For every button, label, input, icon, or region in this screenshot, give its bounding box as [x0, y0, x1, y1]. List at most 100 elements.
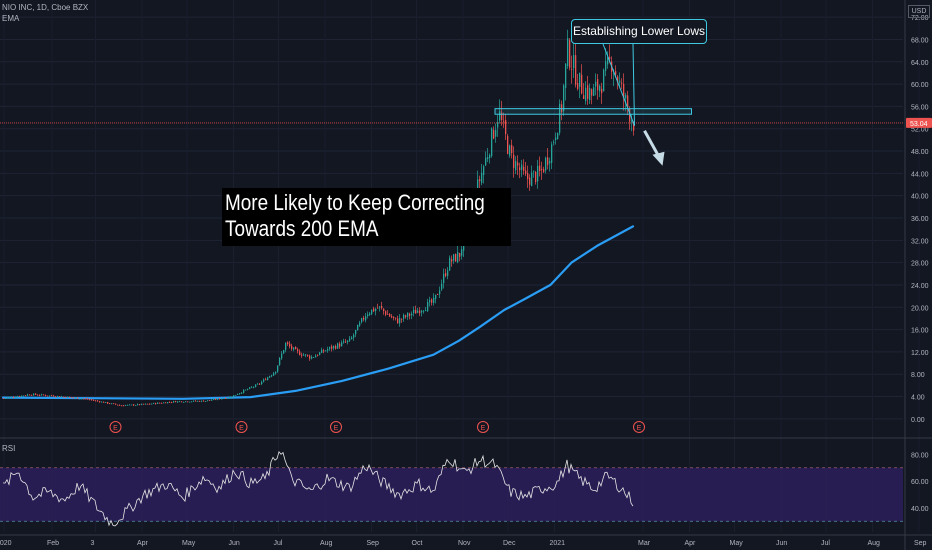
candle	[221, 398, 223, 400]
candle-body	[239, 393, 241, 395]
candle-body	[519, 167, 521, 171]
candle-body	[115, 403, 117, 405]
candle-body	[615, 71, 617, 75]
candle	[517, 155, 519, 176]
candle	[405, 314, 407, 319]
candle	[125, 404, 127, 407]
candle	[185, 401, 187, 403]
price-tick-label: 60.00	[911, 82, 929, 89]
candle	[433, 293, 435, 306]
indicator-label[interactable]: EMA	[2, 14, 20, 23]
candle	[539, 156, 541, 177]
candle-body	[535, 172, 537, 182]
candle	[543, 166, 545, 173]
candle-body	[623, 84, 625, 98]
candle	[283, 349, 285, 354]
candle	[297, 347, 299, 354]
candle-body	[169, 401, 171, 403]
candle-body	[423, 310, 425, 312]
candle-body	[413, 309, 415, 314]
candle-body	[219, 398, 221, 400]
rsi-label[interactable]: RSI	[2, 444, 16, 453]
callout-box[interactable]: Establishing Lower Lows	[571, 19, 707, 44]
candle-body	[359, 322, 361, 326]
candle	[333, 345, 335, 351]
symbol-title[interactable]: NIO INC, 1D, Cboe BZX	[2, 3, 89, 12]
candle	[123, 404, 125, 407]
candle-body	[205, 400, 207, 402]
candle-body	[163, 402, 165, 404]
rsi-tick-label: 40.00	[911, 506, 929, 513]
annotation-line-1: More Likely to Keep Correcting	[225, 190, 485, 215]
candle	[505, 114, 507, 140]
candle	[101, 401, 103, 403]
candle	[349, 335, 351, 342]
earnings-marker-letter: E	[239, 425, 244, 432]
candle-body	[305, 354, 307, 356]
candle-body	[209, 400, 211, 402]
candle	[445, 268, 447, 278]
candle	[549, 157, 551, 172]
candle-body	[443, 273, 445, 284]
candle	[343, 338, 345, 344]
candle	[373, 306, 375, 313]
candle-body	[553, 141, 555, 143]
candle	[503, 112, 505, 128]
candle	[623, 73, 625, 111]
candle-body	[295, 346, 297, 350]
candle	[3, 398, 5, 399]
candle	[337, 342, 339, 349]
currency-badge[interactable]: USD	[908, 5, 930, 18]
candle-body	[347, 340, 349, 342]
candle-body	[495, 129, 497, 137]
candle-body	[441, 283, 443, 290]
candle-body	[17, 396, 19, 398]
candle	[379, 306, 381, 312]
candle-body	[631, 120, 633, 122]
candle-body	[223, 398, 225, 400]
candle	[431, 298, 433, 306]
candle-body	[253, 386, 255, 388]
candle	[117, 404, 119, 406]
candle-body	[515, 161, 517, 171]
candle-body	[459, 252, 461, 257]
candle	[393, 316, 395, 321]
annotation-text-box[interactable]: More Likely to Keep Correcting Towards 2…	[222, 188, 511, 246]
candle	[173, 400, 175, 403]
earnings-marker-letter: E	[113, 425, 118, 432]
candle-body	[237, 394, 239, 395]
candle-body	[263, 379, 265, 382]
candle-body	[335, 346, 337, 349]
candle	[265, 377, 267, 381]
candle-body	[245, 389, 247, 391]
candle	[327, 346, 329, 353]
candle-body	[517, 162, 519, 166]
candle	[165, 402, 167, 404]
candle-body	[119, 405, 121, 406]
candle	[151, 403, 153, 405]
candle	[155, 402, 157, 405]
candle-body	[589, 88, 591, 101]
candle	[519, 162, 521, 179]
time-tick-label: Sep	[914, 540, 927, 547]
candle	[421, 309, 423, 317]
candle-body	[497, 122, 499, 128]
callout-pointer	[602, 43, 635, 126]
candle	[41, 393, 43, 396]
candle	[541, 161, 543, 180]
rsi-band	[0, 467, 903, 522]
candle	[63, 396, 65, 398]
candle-body	[501, 112, 503, 120]
candle-body	[73, 397, 75, 399]
candle-body	[391, 316, 393, 318]
candle-body	[299, 351, 301, 356]
candle-body	[367, 314, 369, 317]
candle	[13, 396, 15, 399]
candle-body	[87, 398, 89, 400]
candle	[387, 309, 389, 315]
candle-body	[63, 396, 65, 398]
candle	[587, 75, 589, 105]
candle	[341, 340, 343, 347]
candle	[227, 397, 229, 399]
